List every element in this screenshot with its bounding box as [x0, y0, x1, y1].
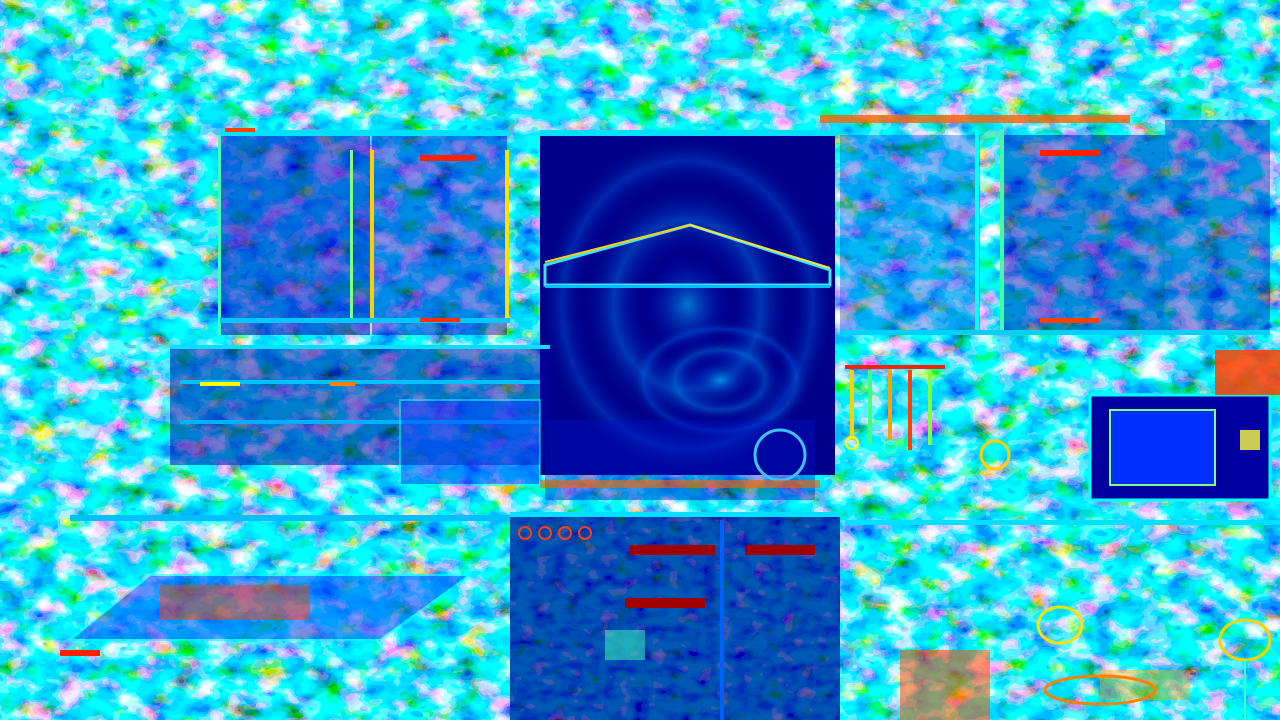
backsplash-shelf [170, 345, 550, 486]
range-hood [540, 115, 1130, 475]
glassware [1036, 605, 1272, 720]
microwave [1088, 350, 1280, 502]
counter-left [60, 515, 510, 656]
hanging-utensils [845, 365, 1011, 471]
upper-cabinets-left [218, 128, 510, 335]
upper-cabinets-right [840, 120, 1270, 335]
range-cooker [510, 420, 840, 720]
